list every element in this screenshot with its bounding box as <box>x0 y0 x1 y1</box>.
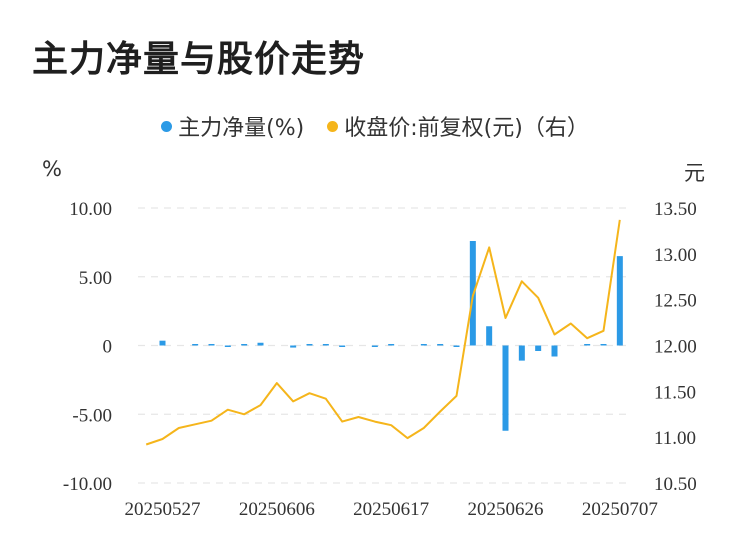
bar <box>388 344 395 346</box>
right-axis-tick: 13.50 <box>654 199 697 220</box>
bar <box>241 344 248 346</box>
left-axis-tick: -10.00 <box>63 474 112 495</box>
bar <box>518 345 525 361</box>
left-axis-tick: 5.00 <box>79 268 112 289</box>
left-axis-tick: 10.00 <box>69 199 112 220</box>
bar <box>535 345 542 351</box>
x-axis-tick: 20250626 <box>468 499 544 520</box>
legend: 主力净量(%) 收盘价:前复权(元)（右） <box>0 110 750 142</box>
bar <box>616 256 623 346</box>
left-axis-tick: 0 <box>103 337 113 358</box>
legend-dot-orange-icon <box>327 120 339 132</box>
bar <box>192 344 199 346</box>
x-axis-tick: 20250527 <box>125 499 201 520</box>
bar <box>486 326 493 346</box>
x-axis-tick: 20250606 <box>239 499 315 520</box>
bar <box>257 342 264 346</box>
bar <box>502 345 509 431</box>
left-axis-tick: -5.00 <box>72 405 112 426</box>
bar <box>224 345 231 347</box>
left-axis-unit: % <box>42 157 62 181</box>
right-axis-tick: 11.50 <box>654 382 696 403</box>
bar <box>453 345 460 347</box>
right-axis-tick: 11.00 <box>654 428 696 449</box>
legend-label-net-volume: 主力净量(%) <box>178 116 305 141</box>
bar <box>339 345 346 347</box>
legend-item-close-price[interactable]: 收盘价:前复权(元)（右） <box>327 110 589 142</box>
chart-title: 主力净量与股价走势 <box>32 39 366 80</box>
bar <box>306 344 313 346</box>
price-line <box>145 219 621 446</box>
x-axis-tick: 20250617 <box>353 499 429 520</box>
right-axis-tick: 12.50 <box>654 291 697 312</box>
bar <box>208 344 215 346</box>
legend-label-close-price: 收盘价:前复权(元)（右） <box>344 116 589 141</box>
bar <box>437 344 444 346</box>
right-axis-tick: 12.00 <box>654 337 697 358</box>
right-axis-tick: 10.50 <box>654 474 697 495</box>
legend-item-net-volume[interactable]: 主力净量(%) <box>161 110 304 142</box>
bar <box>371 345 378 347</box>
bar <box>420 344 427 346</box>
bar <box>600 344 607 346</box>
bar <box>159 340 166 346</box>
right-axis-tick: 13.00 <box>654 245 697 266</box>
right-axis-unit: 元 <box>684 161 705 185</box>
x-axis-tick: 20250707 <box>582 499 658 520</box>
bar <box>290 345 297 348</box>
bar <box>584 344 591 346</box>
legend-dot-blue-icon <box>161 120 173 132</box>
bar <box>322 344 329 346</box>
bar <box>551 345 558 357</box>
